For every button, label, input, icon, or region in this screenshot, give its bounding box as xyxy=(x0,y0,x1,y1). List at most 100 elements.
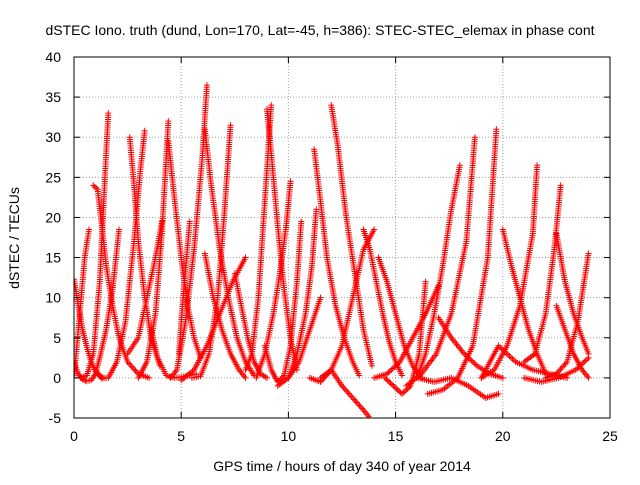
y-tick-label: 0 xyxy=(53,370,61,386)
data-point xyxy=(574,365,581,372)
data-point xyxy=(465,354,472,361)
data-point xyxy=(165,118,172,125)
data-point xyxy=(509,355,516,362)
series-13 xyxy=(176,218,193,357)
data-point xyxy=(561,361,568,368)
axes: 0 5 10 15 20 25 -5 0 5 10 15 20 25 30 35 40 xyxy=(45,49,618,444)
x-tick-label: 5 xyxy=(177,428,185,444)
chart-title: dSTEC Iono. truth (dund, Lon=170, Lat=-4… xyxy=(45,22,594,38)
series-41 xyxy=(521,182,564,365)
data-point xyxy=(146,374,153,381)
data-point xyxy=(579,360,586,367)
data-point xyxy=(493,126,500,133)
series-25 xyxy=(311,146,363,379)
data-point xyxy=(399,390,406,397)
data-point xyxy=(129,364,136,371)
x-tick-label: 25 xyxy=(602,428,618,444)
data-point xyxy=(384,377,391,384)
data-point xyxy=(393,385,400,392)
series-35 xyxy=(424,126,500,397)
data-point xyxy=(401,388,408,395)
plot-frame xyxy=(73,56,611,419)
data-point xyxy=(366,415,373,418)
data-point xyxy=(389,365,396,372)
data-point xyxy=(557,366,564,373)
data-point xyxy=(356,372,363,379)
data-point xyxy=(263,374,270,381)
data-point xyxy=(352,397,359,404)
data-point xyxy=(572,366,579,373)
y-tick-label: -5 xyxy=(49,410,62,426)
data-point xyxy=(390,382,397,389)
data-point xyxy=(141,127,148,134)
series-34 xyxy=(403,134,478,389)
x-tick-label: 10 xyxy=(281,428,297,444)
data-point xyxy=(575,364,582,371)
y-tick-label: 35 xyxy=(45,89,61,105)
y-axis-label: dSTEC / TECUs xyxy=(6,187,22,289)
data-point xyxy=(344,388,351,395)
data-point xyxy=(371,226,378,233)
series-12 xyxy=(167,82,210,381)
data-point xyxy=(128,363,135,370)
data-point xyxy=(391,384,398,391)
data-point xyxy=(564,374,571,381)
data-point xyxy=(394,361,401,368)
data-point xyxy=(464,353,471,360)
data-point xyxy=(391,364,398,371)
data-point xyxy=(343,387,350,394)
data-point xyxy=(359,405,366,412)
data-point xyxy=(384,370,391,377)
y-tick-label: 30 xyxy=(45,129,61,145)
data-point xyxy=(93,185,100,192)
data-point xyxy=(386,378,393,385)
data-point xyxy=(355,400,362,407)
data-point xyxy=(534,162,541,169)
data-point xyxy=(242,374,249,381)
data-point xyxy=(395,360,402,367)
data-point xyxy=(506,353,513,360)
data-point xyxy=(116,226,123,233)
x-axis-label: GPS time / hours of day 340 of year 2014 xyxy=(213,458,471,474)
y-tick-label: 10 xyxy=(45,290,61,306)
data-point xyxy=(347,391,354,398)
data-point xyxy=(365,413,372,418)
series-39 xyxy=(499,226,549,377)
data-point xyxy=(560,363,567,370)
data-point xyxy=(90,182,97,189)
series-33 xyxy=(414,162,463,381)
data-point xyxy=(356,402,363,409)
data-point xyxy=(392,362,399,369)
data-point xyxy=(394,386,401,393)
series-31 xyxy=(381,278,429,397)
series-3 xyxy=(74,226,93,381)
data-point xyxy=(279,373,286,380)
data-point xyxy=(349,394,356,401)
series-27 xyxy=(317,366,373,418)
data-point xyxy=(557,182,564,189)
data-point xyxy=(556,367,563,374)
data-point xyxy=(471,134,478,141)
data-point xyxy=(466,356,473,363)
y-tick-label: 5 xyxy=(53,330,61,346)
data-point xyxy=(86,226,93,233)
data-point xyxy=(456,162,463,169)
data-point xyxy=(581,358,588,365)
data-point xyxy=(558,364,565,371)
y-tick-label: 15 xyxy=(45,250,61,266)
data-point xyxy=(369,362,376,369)
y-tick-label: 20 xyxy=(45,209,61,225)
data-point xyxy=(499,374,506,381)
data-point xyxy=(186,218,193,225)
data-point xyxy=(341,385,348,392)
data-point xyxy=(468,357,475,364)
series-26 xyxy=(328,102,376,369)
series-16 xyxy=(178,254,249,384)
data-point xyxy=(348,393,355,400)
series-14 xyxy=(201,126,258,379)
series-4 xyxy=(90,182,153,381)
series-24 xyxy=(285,206,320,381)
series-32 xyxy=(371,282,442,381)
